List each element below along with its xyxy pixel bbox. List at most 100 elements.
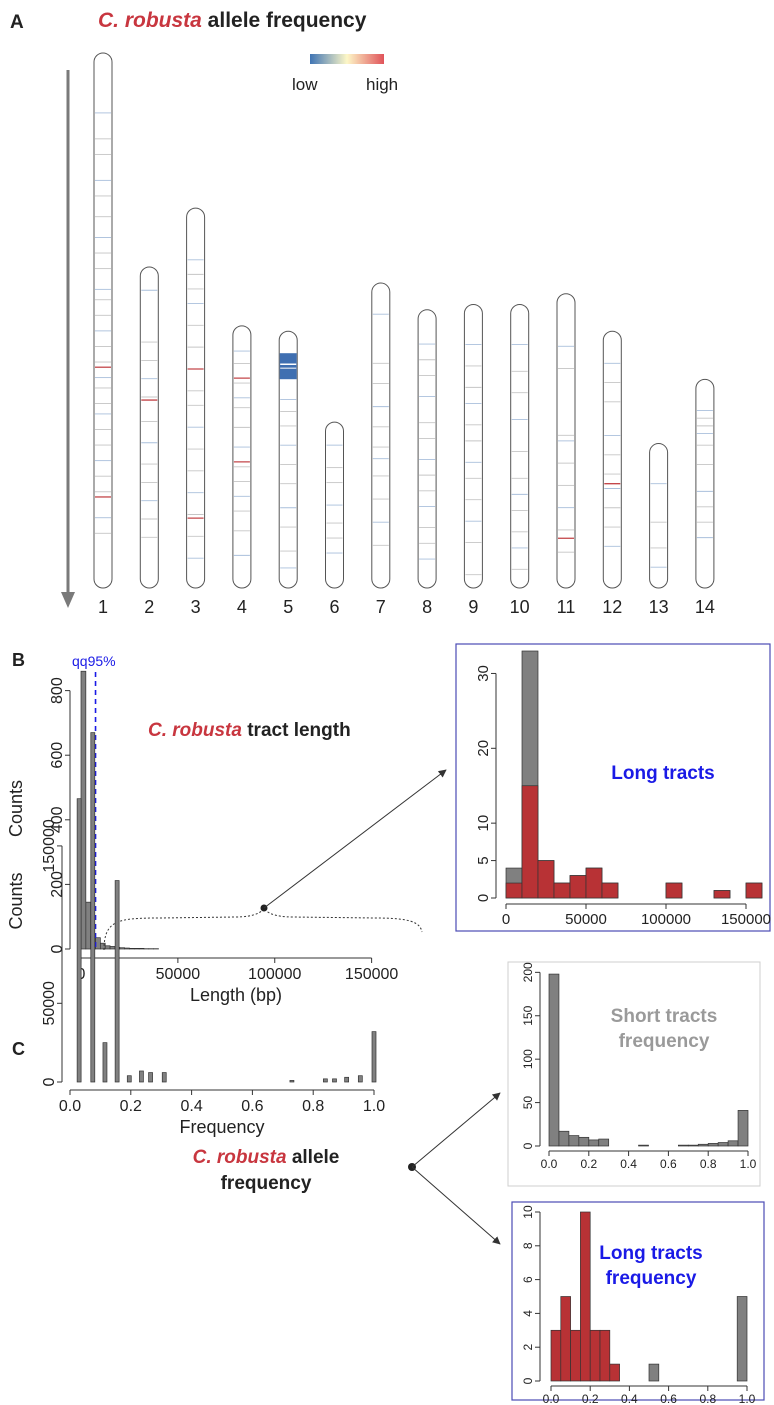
series-1-bar-4 bbox=[589, 1329, 601, 1382]
bar-bar-9 bbox=[323, 1078, 328, 1083]
panel-c-title-rest: allele bbox=[287, 1147, 340, 1168]
bar-bar-0 bbox=[80, 670, 87, 950]
y-tick-label-600: 600 bbox=[49, 742, 66, 769]
bar-bar-18 bbox=[727, 1140, 739, 1147]
bar-bar-5 bbox=[104, 945, 111, 950]
short-tracts-frequency-histogram: 0 50 100 150 200 0.0 0.2 0.4 0.6 0.8 1.0 bbox=[521, 962, 757, 1171]
chromosome-label-13: 13 bbox=[649, 597, 669, 617]
bar-bar-10 bbox=[129, 948, 135, 950]
chromosome-body-1 bbox=[93, 52, 113, 589]
bar-bar-10 bbox=[332, 1078, 337, 1083]
bar-bar-4 bbox=[588, 1139, 600, 1147]
bar-bar-12 bbox=[138, 948, 145, 950]
x-tick-label-1: 50000 bbox=[156, 966, 201, 983]
chromosome-11: 11 bbox=[556, 293, 576, 617]
series-0-bar-10 bbox=[648, 1363, 660, 1382]
series-1-bar-13 bbox=[713, 890, 731, 899]
bar-bar-13 bbox=[677, 1144, 689, 1147]
bar-bar-5 bbox=[139, 1070, 144, 1083]
chromosome-5: 5 bbox=[278, 330, 298, 617]
chromosome-5-low-block bbox=[279, 353, 297, 380]
series-1-bar-1 bbox=[560, 1296, 571, 1382]
position-arrow-head bbox=[61, 592, 75, 608]
x-tick-label-2: 0.4 bbox=[620, 1157, 637, 1171]
x-tick-label-1: 50000 bbox=[565, 911, 607, 928]
long-tracts-histogram: 0 5 10 20 30 0 50000 100000 150000 bbox=[475, 650, 771, 928]
chromosome-4: 4 bbox=[232, 325, 252, 617]
chromosome-label-8: 8 bbox=[422, 597, 432, 617]
bar-bar-14 bbox=[687, 1144, 699, 1147]
chromosome-3: 3 bbox=[186, 207, 206, 617]
panel-b-title-species: C. robusta bbox=[148, 720, 242, 741]
long-tracts-freq-title-2: frequency bbox=[606, 1268, 697, 1289]
series-1-bar-15 bbox=[745, 882, 763, 899]
chromosome-2: 2 bbox=[139, 266, 159, 617]
chromosome-label-10: 10 bbox=[510, 597, 530, 617]
series-0-bar-19 bbox=[736, 1296, 748, 1382]
chromosome-body-7 bbox=[371, 282, 391, 589]
panel-a-title-rest: allele frequency bbox=[202, 9, 367, 32]
x-tick-label-2: 0.4 bbox=[180, 1098, 202, 1115]
series-1-bar-10 bbox=[665, 882, 683, 899]
x-tick-label-3: 150000 bbox=[345, 966, 398, 983]
chromosome-6: 6 bbox=[325, 421, 344, 617]
short-tracts-inset-frame bbox=[507, 961, 761, 1187]
bar-bar-2 bbox=[568, 1135, 580, 1147]
chromosome-10: 10 bbox=[510, 303, 530, 617]
chromosome-body-10 bbox=[510, 303, 530, 589]
bar-bar-4 bbox=[126, 1075, 132, 1083]
chromosome-body-4 bbox=[232, 325, 252, 589]
chromosome-label-7: 7 bbox=[376, 597, 386, 617]
chromosome-label-9: 9 bbox=[468, 597, 478, 617]
x-tick-label-0: 0.0 bbox=[543, 1392, 560, 1405]
arrow-to-long-tracts-frequency bbox=[411, 1166, 501, 1245]
chromosome-13: 13 bbox=[649, 443, 669, 617]
y-tick-label-0: 0 bbox=[521, 1142, 535, 1149]
x-tick-label-4: 0.8 bbox=[700, 1157, 717, 1171]
panel-b-title-rest: tract length bbox=[242, 720, 351, 741]
chromosome-label-11: 11 bbox=[557, 597, 576, 617]
bar-bar-3 bbox=[114, 880, 120, 1083]
scale-low-label: low bbox=[292, 75, 318, 94]
bar-bar-0 bbox=[548, 973, 560, 1147]
y-tick-label-8: 8 bbox=[521, 1242, 535, 1249]
y-tick-label-20: 20 bbox=[475, 740, 492, 757]
x-tick-label-1: 0.2 bbox=[580, 1157, 597, 1171]
arrow-to-long-tracts bbox=[263, 769, 447, 909]
y-tick-label-0: 0 bbox=[49, 944, 66, 953]
series-1-bar-0 bbox=[505, 882, 523, 899]
chromosome-body-12 bbox=[602, 330, 622, 589]
panel-b-letter: B bbox=[12, 650, 25, 670]
short-tracts-title-2: frequency bbox=[619, 1031, 710, 1052]
chromosome-14: 14 bbox=[695, 378, 715, 617]
long-tracts-frequency-inset-frame bbox=[511, 1201, 765, 1401]
bar-bar-1 bbox=[558, 1130, 570, 1147]
qq95-label: qq95% bbox=[72, 653, 116, 669]
chromosome-body-13 bbox=[649, 443, 669, 589]
bar-bar-15 bbox=[697, 1143, 709, 1147]
allele-frequency-histogram: 0 50000 150000 0.0 0.2 0.4 0.6 0.8 1.0 Frequency C… bbox=[6, 732, 385, 1137]
bar-bar-6 bbox=[109, 946, 116, 950]
x-tick-label-1: 0.2 bbox=[582, 1392, 599, 1405]
panel-c-letter: C bbox=[12, 1039, 25, 1059]
panel-c-title: C. robusta allele bbox=[193, 1147, 340, 1168]
bar-bar-6 bbox=[148, 1072, 153, 1083]
bar-bar-5 bbox=[598, 1138, 610, 1147]
chromosome-12: 12 bbox=[602, 330, 622, 617]
tract-length-histogram: 0200400600800050000100000150000Length (b… bbox=[6, 670, 398, 1005]
y-tick-label-2: 2 bbox=[521, 1344, 535, 1351]
panel-a: A C. robusta allele frequency low high 1… bbox=[10, 9, 715, 617]
y-tick-label-100: 100 bbox=[521, 1049, 535, 1069]
chromosome-ideogram: 1 2 3 4 5 6 7 8 9 10 11 12 13 14 bbox=[93, 52, 715, 617]
y-tick-label-4: 4 bbox=[521, 1310, 535, 1317]
bar-bar-3 bbox=[578, 1136, 590, 1147]
x-axis-title: Length (bp) bbox=[190, 985, 282, 1005]
bar-bar-7 bbox=[161, 1072, 167, 1083]
y-tick-label-5: 5 bbox=[475, 856, 492, 864]
chromosome-body-5 bbox=[278, 330, 298, 589]
bar-bar-9 bbox=[638, 1144, 649, 1147]
color-scale-bar bbox=[310, 54, 384, 64]
series-1-bar-2 bbox=[570, 1329, 581, 1382]
